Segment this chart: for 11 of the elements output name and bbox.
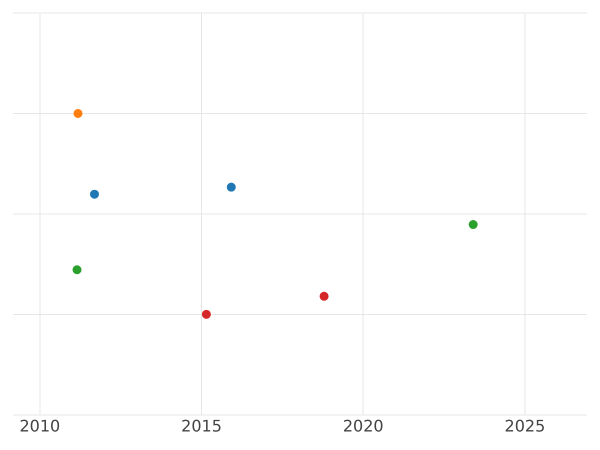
point	[226, 182, 236, 192]
point	[74, 108, 82, 118]
point	[72, 265, 82, 274]
point	[468, 220, 478, 230]
x-tick-label: 2025	[504, 416, 546, 436]
point	[202, 310, 211, 319]
x-tick-label: 2010	[19, 416, 60, 436]
point	[320, 292, 329, 301]
x-tick-label: 2015	[181, 416, 222, 436]
point	[90, 190, 99, 199]
x-tick-label: 2020	[342, 416, 384, 436]
